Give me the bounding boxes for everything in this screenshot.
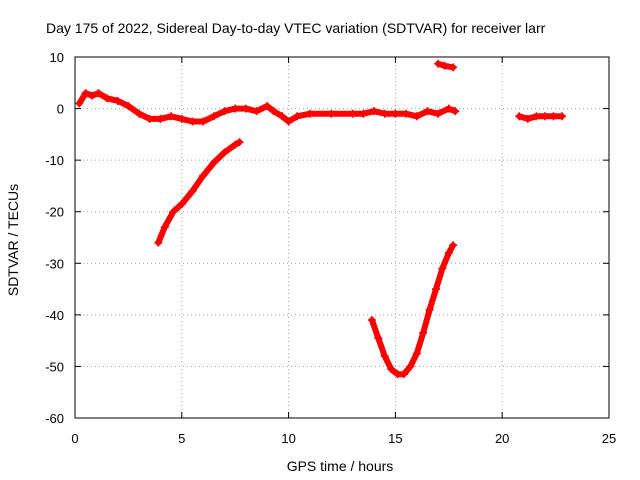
x-axis-label: GPS time / hours	[287, 458, 394, 474]
data-point-marker	[359, 109, 368, 118]
data-point-marker	[103, 94, 112, 103]
data-point-marker	[124, 101, 133, 110]
y-tick-label: 0	[57, 102, 64, 117]
data-point-marker	[412, 112, 421, 121]
data-point-marker	[88, 91, 97, 100]
data-point-marker	[167, 112, 176, 121]
data-point-marker	[431, 285, 440, 294]
data-point-marker	[515, 112, 524, 121]
data-point-marker	[374, 334, 383, 343]
data-point-marker	[399, 370, 408, 379]
data-point-marker	[434, 109, 443, 118]
data-point-marker	[220, 148, 229, 157]
data-point-marker	[156, 114, 165, 123]
data-point-marker	[113, 96, 122, 105]
data-point-marker	[540, 112, 549, 121]
data-point-marker	[370, 107, 379, 116]
x-tick-label: 25	[602, 431, 616, 446]
data-point-marker	[220, 107, 229, 116]
data-point-marker	[558, 112, 567, 121]
data-point-marker	[199, 171, 208, 180]
data-point-marker	[440, 61, 449, 70]
data-point-marker	[188, 117, 197, 126]
data-point-marker	[160, 223, 169, 232]
data-point-marker	[438, 264, 447, 273]
data-point-marker	[406, 362, 415, 371]
data-point-marker	[154, 238, 163, 247]
data-point-marker	[402, 109, 411, 118]
data-point-marker	[419, 328, 428, 337]
data-point-marker	[449, 63, 458, 72]
data-point-marker	[425, 305, 434, 314]
data-point-marker	[284, 117, 293, 126]
data-point-marker	[549, 112, 558, 121]
x-tick-label: 20	[495, 431, 509, 446]
data-point-marker	[94, 89, 103, 98]
x-tick-label: 10	[281, 431, 295, 446]
y-tick-label: 10	[50, 50, 64, 65]
data-point-marker	[241, 104, 250, 113]
plot-frame	[74, 56, 610, 419]
data-point-marker	[380, 352, 389, 361]
data-point-marker	[231, 140, 240, 149]
data-point-marker	[235, 138, 244, 147]
data-point-marker	[367, 316, 376, 325]
x-tick-label: 0	[71, 431, 78, 446]
data-point-marker	[199, 117, 208, 126]
data-point-marker	[177, 114, 186, 123]
data-point-marker	[278, 112, 287, 121]
data-series	[75, 59, 567, 379]
data-point-marker	[135, 109, 144, 118]
data-point-marker	[188, 187, 197, 196]
data-point-marker	[523, 114, 532, 123]
data-point-marker	[209, 112, 218, 121]
data-point-marker	[434, 59, 443, 68]
y-tick-label: -30	[45, 256, 64, 271]
data-point-marker	[169, 207, 178, 216]
data-point-marker	[209, 158, 218, 167]
y-axis-label: SDTVAR / TECUs	[5, 184, 21, 296]
data-point-marker	[252, 107, 261, 116]
data-point-marker	[532, 112, 541, 121]
data-point-marker	[451, 107, 460, 116]
data-point-marker	[449, 241, 458, 250]
data-point-marker	[305, 109, 314, 118]
data-point-marker	[391, 109, 400, 118]
data-point-marker	[231, 104, 240, 113]
data-point-marker	[387, 365, 396, 374]
data-point-marker	[177, 199, 186, 208]
data-point-marker	[380, 109, 389, 118]
data-point-marker	[412, 349, 421, 358]
data-point-marker	[348, 109, 357, 118]
series-line	[155, 139, 243, 246]
chart-title: Day 175 of 2022, Sidereal Day-to-day VTE…	[46, 20, 546, 36]
data-point-marker	[81, 89, 90, 98]
data-point-marker	[145, 114, 154, 123]
axis-ticks: 0 5 10 15 20 25 10 0 -10 -20 -30 -40 -50 -60	[45, 50, 616, 446]
data-point-marker	[327, 109, 336, 118]
y-tick-label: -20	[45, 205, 64, 220]
y-tick-label: -60	[45, 411, 64, 426]
y-tick-label: -50	[45, 359, 64, 374]
x-tick-label: 5	[178, 431, 185, 446]
data-point-marker	[269, 107, 278, 116]
data-point-marker	[263, 101, 272, 110]
data-point-marker	[293, 112, 302, 121]
series-line	[368, 242, 457, 378]
data-point-marker	[444, 248, 453, 257]
y-tick-label: -10	[45, 153, 64, 168]
data-point-marker	[75, 99, 84, 108]
y-tick-label: -40	[45, 308, 64, 323]
data-point-marker	[444, 104, 453, 113]
x-tick-label: 15	[388, 431, 402, 446]
data-point-marker	[423, 107, 432, 116]
